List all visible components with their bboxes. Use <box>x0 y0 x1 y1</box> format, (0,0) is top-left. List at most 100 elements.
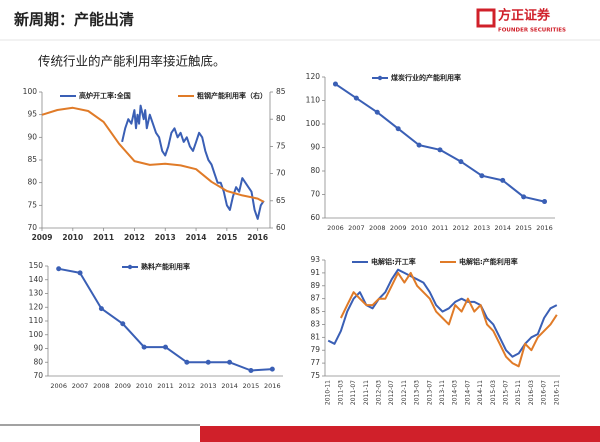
x-tick-label: 2010 <box>136 382 153 390</box>
series-line <box>340 271 558 368</box>
x-tick-label: 2016 <box>247 233 268 242</box>
x-tick-label: 2006 <box>327 224 344 232</box>
point-marker <box>120 321 126 327</box>
x-tick-label: 2007 <box>72 382 89 390</box>
y-tick-label: 85 <box>310 307 320 316</box>
point-marker <box>395 126 401 132</box>
x-tick-label: 2010 <box>411 224 428 232</box>
x-tick-label: 2015-03 <box>490 380 497 405</box>
y2-tick-label: 85 <box>276 87 286 96</box>
y-tick-label: 89 <box>310 281 320 290</box>
y-tick-label: 80 <box>310 166 320 175</box>
x-tick-label: 2013 <box>155 233 176 242</box>
y2-tick-label: 70 <box>276 169 286 178</box>
y-tick-label: 70 <box>27 223 37 232</box>
subtitle: 传统行业的产能利用率接近触底。 <box>38 54 226 69</box>
x-tick-label: 2009 <box>390 224 407 232</box>
y2-tick-label: 60 <box>276 223 286 232</box>
x-tick-label: 2010 <box>62 233 83 242</box>
x-tick-label: 2014 <box>494 224 511 232</box>
x-tick-label: 2015 <box>216 233 237 242</box>
legend-label: 熟料产能利用率 <box>141 262 190 271</box>
x-tick-label: 2012-03 <box>375 380 382 405</box>
x-tick-label: 2013-07 <box>426 380 433 405</box>
x-tick-label: 2009 <box>32 233 53 242</box>
y-tick-label: 90 <box>310 143 320 152</box>
x-tick-label: 2011 <box>93 233 114 242</box>
point-marker <box>500 177 506 183</box>
x-tick-label: 2012 <box>124 233 145 242</box>
footer-bar <box>200 426 600 442</box>
point-marker <box>184 359 190 365</box>
series-line <box>41 106 265 203</box>
point-marker <box>437 147 443 153</box>
legend-label: 粗钢产能利用率（右） <box>197 91 267 100</box>
point-marker <box>269 366 275 372</box>
y-tick-label: 100 <box>306 119 321 128</box>
y-tick-label: 79 <box>310 345 320 354</box>
x-tick-label: 2016-11 <box>553 380 560 405</box>
y-tick-label: 93 <box>310 255 320 264</box>
x-tick-label: 2008 <box>369 224 386 232</box>
y2-tick-label: 65 <box>276 196 286 205</box>
x-tick-label: 2011 <box>157 382 174 390</box>
point-marker <box>98 306 104 312</box>
x-tick-label: 2013 <box>200 382 217 390</box>
y-tick-label: 90 <box>27 132 37 141</box>
point-marker <box>77 270 83 276</box>
y-tick-label: 90 <box>33 344 43 353</box>
x-tick-label: 2012-11 <box>401 380 408 405</box>
y2-tick-label: 80 <box>276 114 286 123</box>
y-tick-label: 150 <box>29 261 44 270</box>
series-line <box>58 267 273 372</box>
x-tick-label: 2014 <box>186 233 207 242</box>
x-tick-label: 2011 <box>432 224 449 232</box>
x-tick-label: 2014 <box>221 382 238 390</box>
legend-marker <box>377 75 383 81</box>
y-tick-label: 85 <box>27 155 37 164</box>
x-tick-label: 2012-07 <box>388 380 395 405</box>
x-tick-label: 2014-11 <box>477 380 484 405</box>
x-tick-label: 2013-11 <box>439 380 446 405</box>
x-tick-label: 2015-11 <box>515 380 522 405</box>
x-tick-label: 2011-07 <box>350 380 357 405</box>
point-marker <box>163 344 168 350</box>
x-tick-label: 2015 <box>515 224 532 232</box>
x-tick-label: 2015-07 <box>503 380 510 405</box>
legend-label: 电解铝:产能利用率 <box>459 257 518 266</box>
y-tick-label: 70 <box>310 190 320 199</box>
x-tick-label: 2012 <box>179 382 196 390</box>
point-marker <box>353 95 359 101</box>
point-marker <box>521 194 527 200</box>
y-tick-label: 77 <box>310 358 320 367</box>
y-tick-label: 100 <box>29 330 44 339</box>
x-tick-label: 2016 <box>536 224 553 232</box>
slide-title: 新周期：产能出清 <box>14 11 134 29</box>
x-tick-label: 2006 <box>50 382 67 390</box>
y-tick-label: 75 <box>310 371 320 380</box>
logo-icon <box>476 8 496 28</box>
y-tick-label: 120 <box>306 72 321 81</box>
x-tick-label: 2016 <box>264 382 281 390</box>
series-line <box>334 83 545 203</box>
point-marker <box>227 359 233 365</box>
logo-subtext: FOUNDER SECURITIES <box>498 28 566 34</box>
point-marker <box>542 199 548 205</box>
x-tick-label: 2009 <box>114 382 131 390</box>
point-marker <box>458 159 464 165</box>
y-tick-label: 60 <box>310 213 320 222</box>
y-tick-label: 140 <box>29 275 44 284</box>
x-tick-label: 2011-11 <box>363 380 370 405</box>
y-tick-label: 75 <box>27 200 37 209</box>
legend-label: 电解铝:开工率 <box>371 257 416 266</box>
y-tick-label: 70 <box>33 371 43 380</box>
x-tick-label: 2008 <box>93 382 110 390</box>
series-line <box>121 104 265 220</box>
legend-marker <box>127 264 133 270</box>
point-marker <box>248 368 254 373</box>
point-marker <box>416 142 422 148</box>
x-tick-label: 2012 <box>453 224 470 232</box>
y2-tick-label: 75 <box>276 141 286 150</box>
x-tick-label: 2014-03 <box>452 380 459 405</box>
